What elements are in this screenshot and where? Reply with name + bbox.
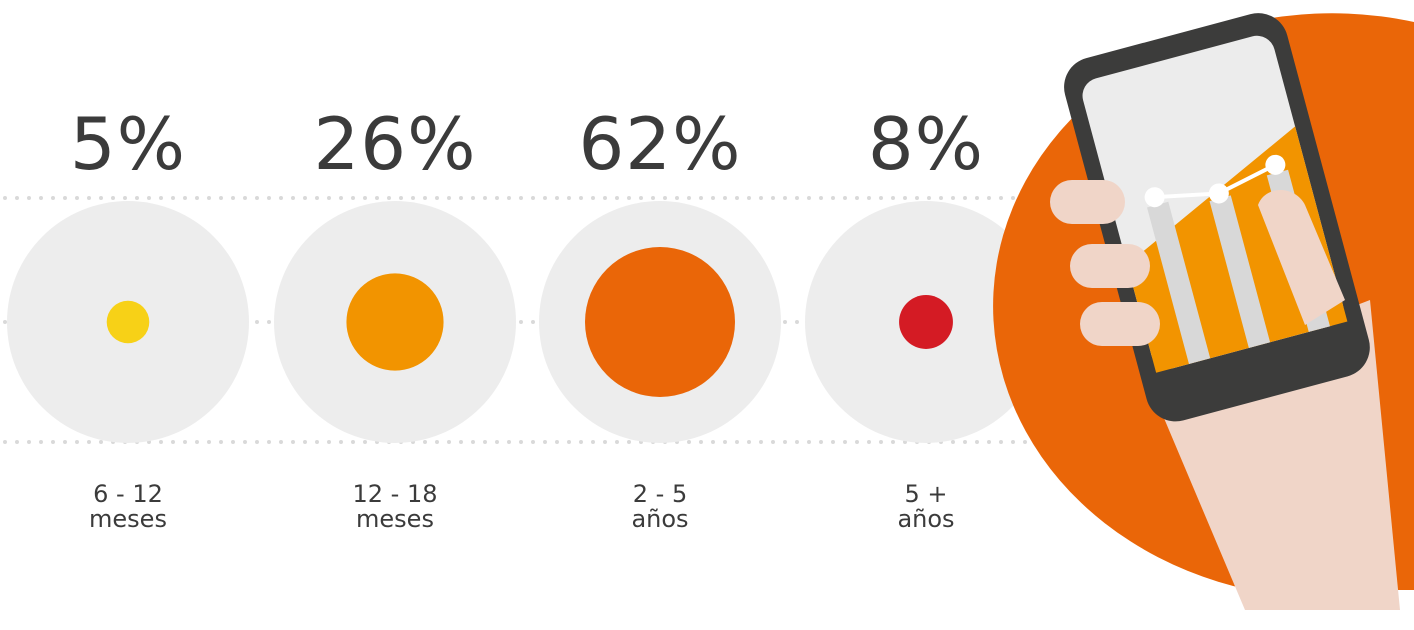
category-label-line1: 5 + bbox=[904, 480, 948, 508]
bubble-mark bbox=[585, 247, 735, 397]
category-label: 12 - 18 meses bbox=[275, 482, 515, 532]
screen-point-3 bbox=[1265, 154, 1286, 175]
category-label-line2: años bbox=[631, 505, 689, 533]
bubble-group bbox=[7, 201, 1047, 443]
finger-1 bbox=[1050, 180, 1125, 224]
thumb bbox=[1258, 190, 1345, 325]
category-label-line2: años bbox=[897, 505, 955, 533]
value-label: 8% bbox=[867, 102, 985, 186]
bubble-mark bbox=[106, 300, 150, 344]
screen-point-2 bbox=[1208, 183, 1229, 204]
category-label: 6 - 12 meses bbox=[8, 482, 248, 532]
value-label: 62% bbox=[578, 102, 742, 186]
finger-3 bbox=[1080, 302, 1160, 346]
screen-bar-2 bbox=[1209, 195, 1271, 348]
category-label: 2 - 5 años bbox=[540, 482, 780, 532]
screen-point-1 bbox=[1144, 187, 1165, 208]
value-label: 5% bbox=[69, 102, 187, 186]
category-label: 5 + años bbox=[806, 482, 1046, 532]
bubble-mark bbox=[346, 273, 444, 371]
category-label-line1: 6 - 12 bbox=[93, 480, 163, 508]
category-label-line1: 12 - 18 bbox=[352, 480, 438, 508]
category-label-line2: meses bbox=[89, 505, 167, 533]
bubble-mark bbox=[899, 295, 953, 349]
hand-holding-phone-icon bbox=[993, 13, 1414, 610]
category-label-line1: 2 - 5 bbox=[632, 480, 688, 508]
screen-bar-1 bbox=[1147, 201, 1211, 364]
value-label: 26% bbox=[313, 102, 477, 186]
category-label-line2: meses bbox=[356, 505, 434, 533]
finger-2 bbox=[1070, 244, 1150, 288]
